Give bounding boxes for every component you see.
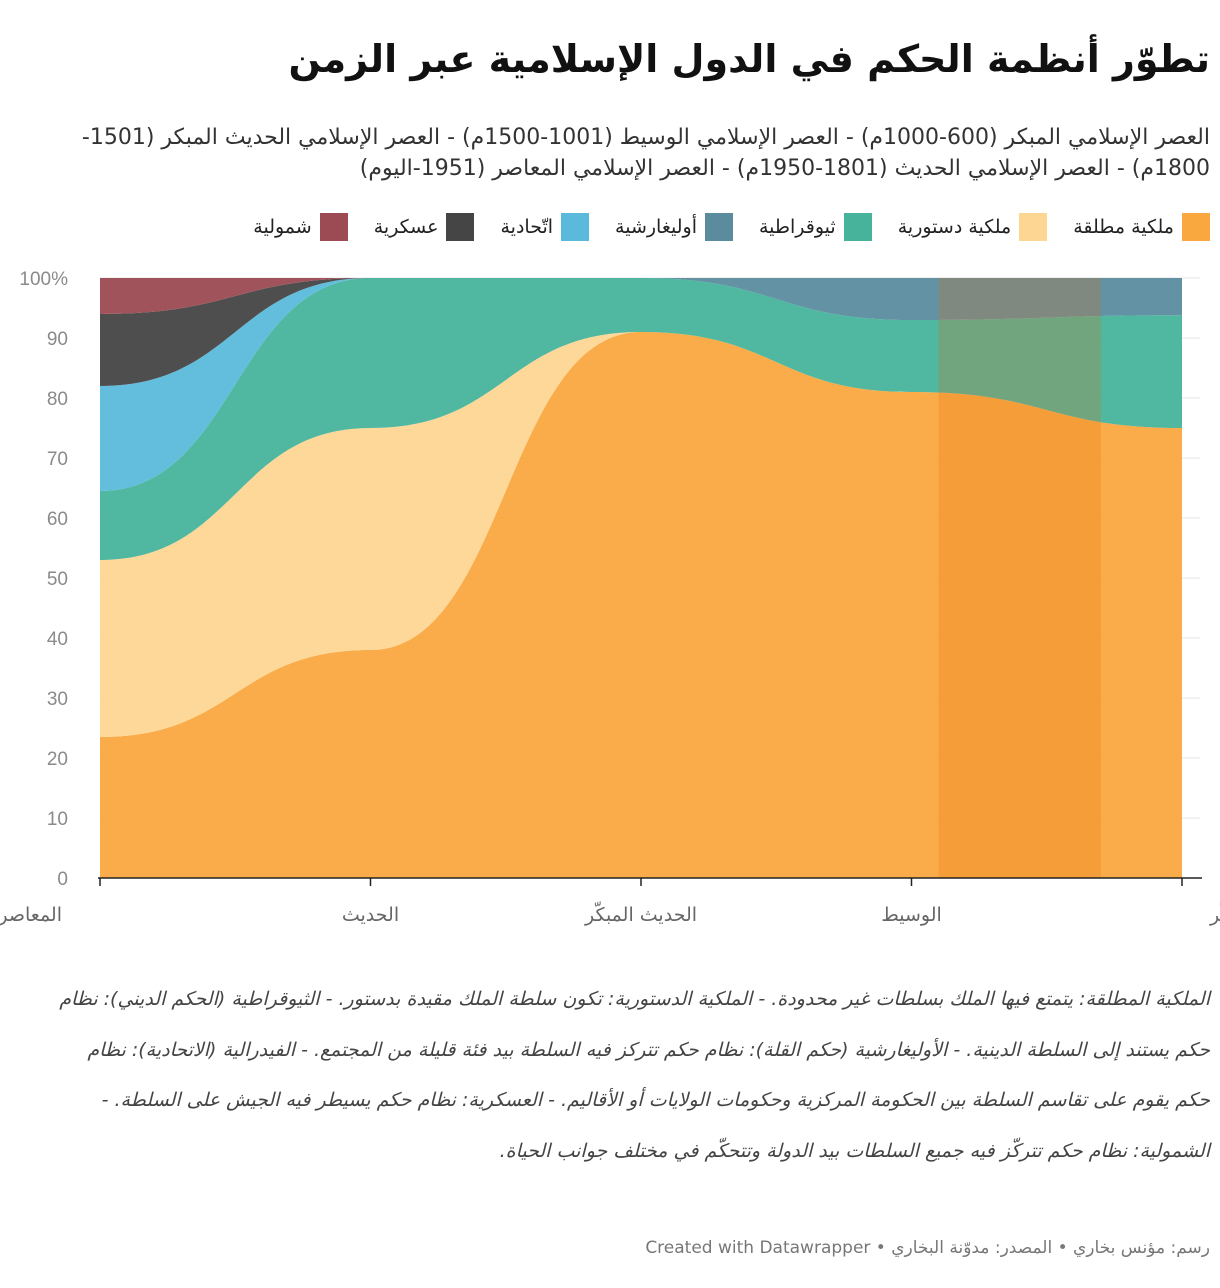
chart-notes: الملكية المطلقة: يتمتع فيها الملك بسلطات… [59, 988, 1210, 1162]
legend: ملكية مطلقة ملكية دستورية ثيوقراطية أوليغار… [10, 210, 1210, 244]
legend-item: أوليغارشية [615, 213, 733, 241]
legend-item: ملكية دستورية [898, 213, 1048, 241]
x-tick-label: الحديث [342, 904, 399, 926]
y-tick-label: 40 [47, 629, 68, 650]
area-series [100, 332, 1182, 878]
y-tick-label: 0 [57, 869, 68, 890]
x-tick-label: الوسيط [881, 904, 942, 926]
legend-swatch [1182, 213, 1210, 241]
legend-label: ثيوقراطية [758, 216, 836, 238]
y-tick-label: 100% [19, 269, 68, 290]
legend-swatch [561, 213, 590, 241]
legend-swatch [843, 213, 872, 241]
legend-swatch [446, 213, 475, 241]
y-tick-label: 10 [47, 809, 68, 830]
legend-label: اتّحادية [500, 216, 554, 238]
chart-subtitle: العصر الإسلامي المبكر (600-1000م) - العص… [81, 125, 1210, 181]
legend-label: ملكية مطلقة [1073, 216, 1174, 238]
y-tick-label: 50 [47, 569, 68, 590]
area-series [100, 278, 1182, 314]
x-tick-label: المبكّر [1209, 902, 1220, 926]
legend-item: ثيوقراطية [759, 213, 872, 241]
area-series [100, 332, 1182, 737]
legend-item: شمولية [253, 213, 348, 241]
y-tick-label: 20 [47, 749, 68, 770]
legend-swatch [319, 213, 348, 241]
x-tick-label: المعاصر [0, 904, 62, 926]
legend-label: شمولية [253, 216, 312, 238]
stacked-area-chart: 100% 90 80 70 60 50 40 30 20 10 0 المبكّر الوسيط الحد… [0, 269, 1220, 926]
legend-item: ملكية مطلقة [1073, 213, 1210, 241]
y-tick-label: 60 [47, 509, 68, 530]
legend-item: اتّحادية [500, 213, 590, 241]
legend-label: عسكرية [373, 216, 439, 238]
y-tick-label: 70 [47, 449, 68, 470]
area-series [100, 278, 1182, 560]
legend-label: أوليغارشية [615, 216, 697, 238]
chart-title: تطوّر أنظمة الحكم في الدول الإسلامية عبر… [288, 37, 1210, 81]
x-tick-label: الحديث المبكّر [584, 902, 697, 926]
legend-swatch [704, 213, 733, 241]
area-series [100, 278, 1182, 491]
byline: رسم: مؤنس بخاري • المصدر: مدوّنة البخاري… [645, 1238, 1210, 1258]
y-tick-label: 30 [47, 689, 68, 710]
y-tick-label: 80 [47, 389, 68, 410]
highlight-band [938, 278, 1101, 878]
y-tick-label: 90 [47, 329, 68, 350]
legend-label: ملكية دستورية [897, 216, 1012, 238]
legend-item: عسكرية [374, 213, 475, 241]
legend-swatch [1019, 213, 1048, 241]
